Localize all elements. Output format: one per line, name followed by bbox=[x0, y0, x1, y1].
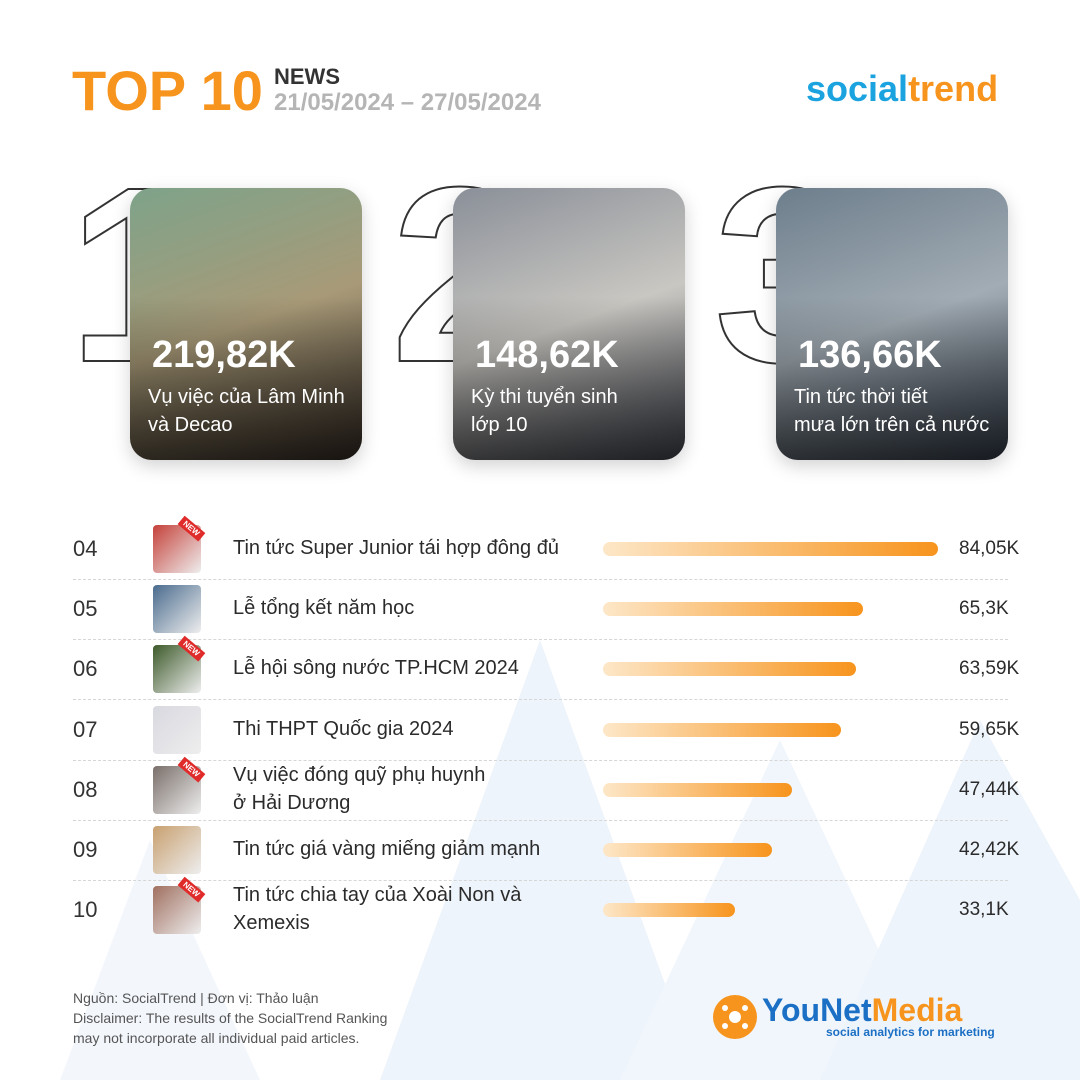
bar bbox=[603, 662, 857, 677]
bar bbox=[603, 542, 938, 556]
logo: YouNetMedia bbox=[762, 992, 962, 1029]
separator bbox=[73, 579, 1008, 580]
source: Nguồn: SocialTrend | Đơn vị: Thảo luận bbox=[73, 990, 319, 1006]
separator bbox=[73, 699, 1008, 701]
item-label: Tin tức chia tay của Xoài Non và bbox=[233, 884, 522, 907]
value-label: 42,42K bbox=[959, 839, 1020, 860]
value-label: 65,3K bbox=[959, 598, 1009, 620]
logo-right: Media bbox=[871, 992, 963, 1028]
card-label: Vụ việc của Lâm Minh bbox=[148, 386, 345, 408]
brand-right: trend bbox=[908, 68, 999, 109]
thumbnail bbox=[153, 826, 201, 874]
rank: 05 bbox=[73, 596, 98, 622]
item-label: Tin tức Super Junior tái hợp đông đủ bbox=[233, 537, 559, 559]
logo-icon bbox=[713, 995, 757, 1039]
brand-left: social bbox=[806, 68, 909, 109]
subtitle: NEWS bbox=[274, 64, 340, 89]
bar bbox=[603, 903, 735, 918]
logo-left: YouNet bbox=[762, 992, 872, 1028]
disclaimer-line: may not incorporate all individual paid … bbox=[73, 1030, 360, 1046]
rank: 08 bbox=[73, 776, 98, 802]
card-label: mưa lớn trên cả nước bbox=[794, 414, 990, 436]
date-range: 21/05/2024 – 27/05/2024 bbox=[274, 89, 541, 116]
card-value: 219,82K bbox=[152, 334, 296, 376]
item-label: ở Hải Dương bbox=[233, 791, 351, 814]
item-label: Lễ hội sông nước TP.HCM 2024 bbox=[233, 657, 519, 680]
bar bbox=[603, 782, 793, 797]
card-shade bbox=[453, 188, 685, 460]
card-label: và Decao bbox=[148, 414, 233, 436]
separator bbox=[73, 819, 1008, 821]
brand: socialtrend bbox=[806, 68, 998, 110]
separator bbox=[73, 759, 1008, 761]
bar bbox=[603, 722, 841, 737]
thumbnail bbox=[153, 585, 201, 634]
card-label: Tin tức thời tiết bbox=[794, 386, 928, 408]
card-value: 136,66K bbox=[798, 334, 942, 376]
disclaimer-line: Disclaimer: The results of the SocialTre… bbox=[73, 1010, 388, 1026]
item-label: Vụ việc đóng quỹ phụ huynh bbox=[233, 763, 486, 786]
card-shade bbox=[130, 188, 362, 460]
item-label: Lễ tổng kết năm học bbox=[233, 597, 415, 620]
separator bbox=[73, 880, 1008, 881]
tagline: social analytics for marketing bbox=[826, 1025, 995, 1039]
separator bbox=[73, 639, 1008, 641]
card-value: 148,62K bbox=[475, 334, 619, 376]
thumbnail bbox=[153, 705, 201, 754]
bar bbox=[603, 843, 773, 857]
value-label: 59,65K bbox=[959, 718, 1020, 740]
card-shade bbox=[776, 188, 1008, 460]
card-label: lớp 10 bbox=[471, 414, 528, 436]
rank: 04 bbox=[73, 536, 98, 561]
value-label: 84,05K bbox=[959, 538, 1020, 559]
rank: 10 bbox=[73, 897, 98, 923]
card-label: Kỳ thi tuyển sinh bbox=[471, 386, 618, 408]
value-label: 63,59K bbox=[959, 658, 1020, 680]
value-label: 47,44K bbox=[959, 778, 1020, 800]
bar bbox=[603, 602, 864, 617]
rank: 09 bbox=[73, 837, 98, 862]
value-label: 33,1K bbox=[959, 899, 1009, 921]
rank: 06 bbox=[73, 656, 98, 682]
title: TOP 10 bbox=[72, 59, 263, 122]
rank: 07 bbox=[73, 716, 98, 742]
item-label: Tin tức giá vàng miếng giảm mạnh bbox=[233, 838, 541, 860]
item-label: Xemexis bbox=[233, 912, 310, 935]
item-label: Thi THPT Quốc gia 2024 bbox=[233, 717, 454, 740]
